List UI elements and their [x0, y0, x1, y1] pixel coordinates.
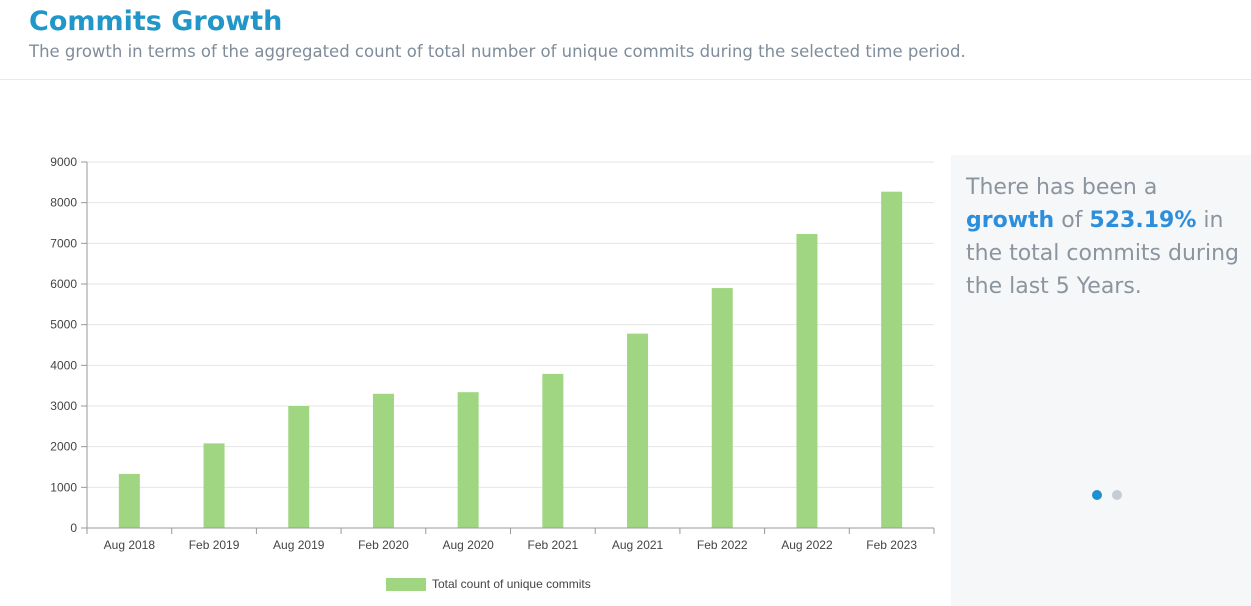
- x-axis: Aug 2018 Feb 2019 Aug 2019 Feb 2020 Aug 2020…: [86, 162, 935, 552]
- page-title: Commits Growth: [29, 6, 283, 37]
- x-tick-label: Aug 2019: [273, 538, 325, 552]
- insight-text-before: There has been a: [966, 175, 1158, 200]
- bar: [372, 393, 394, 528]
- y-tick-label: 3000: [50, 399, 77, 413]
- bar: [711, 288, 733, 528]
- y-tick-label: 8000: [50, 196, 77, 210]
- y-tick-label: 6000: [50, 277, 77, 291]
- y-tick-label: 1000: [50, 480, 77, 494]
- carousel-dot-2[interactable]: [1112, 490, 1123, 500]
- carousel-dots: [1092, 487, 1128, 505]
- x-tick-label: Feb 2020: [358, 538, 409, 552]
- header: Commits Growth The growth in terms of th…: [0, 0, 1251, 80]
- y-tick-label: 2000: [50, 440, 77, 454]
- y-tick-label: 7000: [50, 236, 77, 250]
- page-subtitle: The growth in terms of the aggregated co…: [29, 42, 966, 61]
- insight-text-middle: of: [1054, 208, 1090, 233]
- x-tick-label: Feb 2022: [697, 538, 748, 552]
- x-tick-label: Feb 2019: [189, 538, 240, 552]
- bar-chart: 0 1000 2000 3000 4000 5000 6000 7000 8000 9000 Au…: [50, 155, 935, 591]
- x-tick-label: Feb 2021: [527, 538, 578, 552]
- bar: [288, 406, 310, 528]
- bar: [203, 443, 225, 528]
- bar: [881, 191, 903, 528]
- insight-highlight-word: growth: [966, 208, 1055, 233]
- chart-legend: Total count of unique commits: [386, 577, 591, 591]
- x-tick-label: Aug 2022: [781, 538, 833, 552]
- bar: [542, 373, 564, 528]
- insight-panel: There has been a growth of 523.19% in th…: [951, 155, 1251, 606]
- insight-text-after: in the total commits during the last 5 Y…: [966, 208, 1239, 299]
- legend-swatch: [386, 578, 426, 591]
- chart-bars: [118, 191, 903, 528]
- y-tick-label: 9000: [50, 155, 77, 169]
- y-tick-label: 4000: [50, 358, 77, 372]
- bar: [796, 233, 818, 528]
- bar: [457, 392, 479, 528]
- bar: [627, 333, 649, 528]
- chart-gridlines: [87, 161, 934, 488]
- x-tick-label: Aug 2021: [612, 538, 664, 552]
- bar: [118, 473, 140, 528]
- insight-text: There has been a growth of 523.19% in th…: [966, 171, 1248, 303]
- carousel-dot-active[interactable]: [1092, 490, 1102, 500]
- x-tick-label: Aug 2020: [442, 538, 494, 552]
- y-tick-label: 0: [70, 521, 77, 535]
- x-tick-label: Feb 2023: [866, 538, 917, 552]
- x-tick-label: Aug 2018: [104, 538, 156, 552]
- y-tick-label: 5000: [50, 318, 77, 332]
- insight-growth-value: 523.19%: [1089, 208, 1197, 233]
- y-axis-ticks: 0 1000 2000 3000 4000 5000 6000 7000 8000 9000: [50, 155, 87, 535]
- legend-label: Total count of unique commits: [432, 577, 591, 591]
